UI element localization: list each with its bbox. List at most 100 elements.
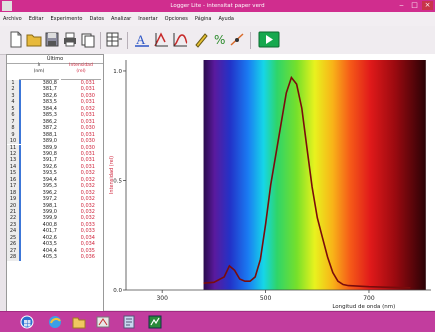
- explorer-icon[interactable]: [48, 315, 62, 329]
- wavelength-cell[interactable]: 400,8: [42, 221, 57, 228]
- intensity-cell[interactable]: 0,031: [80, 99, 95, 106]
- menu-page[interactable]: Página: [194, 16, 212, 22]
- wavelength-cell[interactable]: 387,2: [42, 125, 57, 132]
- intensity-cell[interactable]: 0,031: [80, 157, 95, 164]
- intensity-cell[interactable]: 0,031: [80, 150, 95, 157]
- wavelength-cell[interactable]: 389,0: [42, 138, 57, 145]
- wavelength-cell[interactable]: 404,4: [42, 247, 57, 254]
- intensity-cell[interactable]: 0,032: [80, 202, 95, 209]
- wavelength-cell[interactable]: 399,9: [42, 215, 57, 222]
- wavelength-cell[interactable]: 382,6: [42, 92, 57, 99]
- table-row[interactable]: 5 384,4 0,032: [7, 105, 103, 113]
- intensity-cell[interactable]: 0,030: [80, 144, 95, 151]
- wavelength-cell[interactable]: 385,3: [42, 112, 57, 119]
- start-orb-icon[interactable]: [20, 315, 34, 329]
- intensity-cell[interactable]: 0,032: [80, 105, 95, 112]
- wavelength-cell[interactable]: 393,5: [42, 170, 57, 177]
- collect-play-icon[interactable]: [258, 31, 280, 48]
- curve-fit-icon[interactable]: [172, 31, 188, 48]
- intensity-cell[interactable]: 0,032: [80, 176, 95, 183]
- wavelength-cell[interactable]: 392,6: [42, 163, 57, 170]
- table-row[interactable]: 9 388,1 0,031: [7, 131, 103, 139]
- intensity-cell[interactable]: 0,031: [80, 86, 95, 93]
- intensity-cell[interactable]: 0,032: [80, 183, 95, 190]
- intensity-cell[interactable]: 0,030: [80, 125, 95, 132]
- menu-insert[interactable]: Insertar: [138, 16, 158, 22]
- wavelength-cell[interactable]: 398,1: [42, 202, 57, 209]
- wavelength-cell[interactable]: 403,5: [42, 241, 57, 248]
- table-row[interactable]: 4 383,5 0,031: [7, 99, 103, 106]
- stats-icon[interactable]: %: [212, 31, 228, 48]
- intensity-cell[interactable]: 0,030: [80, 138, 95, 145]
- intensity-cell[interactable]: 0,036: [80, 254, 95, 261]
- table-row[interactable]: 17 395,3 0,032: [7, 183, 103, 190]
- intensity-cell[interactable]: 0,034: [80, 241, 95, 248]
- data-table[interactable]: Último λ (nm) Intensidad (rel) 1 380,8 0,0…: [6, 54, 104, 312]
- open-folder-icon[interactable]: [26, 31, 42, 48]
- paint-icon[interactable]: [96, 315, 110, 329]
- wavelength-cell[interactable]: 396,2: [42, 189, 57, 196]
- intensity-cell[interactable]: 0,031: [80, 112, 95, 119]
- table-row[interactable]: 2 381,7 0,031: [7, 86, 103, 93]
- wavelength-cell[interactable]: 388,1: [42, 131, 57, 138]
- table-row[interactable]: 10 389,0 0,030: [7, 138, 103, 145]
- table-row[interactable]: 12 390,8 0,031: [7, 150, 103, 158]
- close-button[interactable]: ×: [422, 1, 433, 10]
- document-icon[interactable]: [122, 315, 136, 329]
- intensity-cell[interactable]: 0,032: [80, 189, 95, 196]
- table-row[interactable]: 18 396,2 0,032: [7, 189, 103, 197]
- intensity-cell[interactable]: 0,030: [80, 92, 95, 99]
- table-row[interactable]: 7 386,2 0,031: [7, 118, 103, 126]
- table-row[interactable]: 13 391,7 0,031: [7, 157, 103, 164]
- menu-file[interactable]: Archivo: [3, 16, 22, 22]
- intensity-cell[interactable]: 0,032: [80, 170, 95, 177]
- table-view-icon[interactable]: [106, 31, 122, 48]
- menu-analyze[interactable]: Analizar: [111, 16, 132, 22]
- table-row[interactable]: 3 382,6 0,030: [7, 92, 103, 100]
- table-row[interactable]: 1 380,8 0,031: [7, 80, 103, 87]
- table-row[interactable]: 26 403,5 0,034: [7, 241, 103, 248]
- col-header-intensity[interactable]: Intensidad (rel): [61, 63, 101, 80]
- intensity-cell[interactable]: 0,032: [80, 196, 95, 203]
- intensity-cell[interactable]: 0,033: [80, 221, 95, 228]
- maximize-button[interactable]: □: [411, 1, 418, 9]
- wavelength-cell[interactable]: 397,2: [42, 196, 57, 203]
- table-row[interactable]: 19 397,2 0,032: [7, 196, 103, 203]
- table-row[interactable]: 22 399,9 0,032: [7, 215, 103, 222]
- intensity-cell[interactable]: 0,034: [80, 234, 95, 241]
- intensity-cell[interactable]: 0,035: [80, 247, 95, 254]
- intensity-cell[interactable]: 0,031: [80, 80, 95, 86]
- autoscale-icon[interactable]: [153, 31, 169, 48]
- logger-icon[interactable]: [148, 315, 162, 329]
- wavelength-cell[interactable]: 386,2: [42, 118, 57, 125]
- intensity-cell[interactable]: 0,031: [80, 131, 95, 138]
- intensity-cell[interactable]: 0,031: [80, 118, 95, 125]
- intensity-cell[interactable]: 0,032: [80, 215, 95, 222]
- wavelength-cell[interactable]: 391,7: [42, 157, 57, 164]
- table-row[interactable]: 11 389,9 0,030: [7, 144, 103, 151]
- wavelength-cell[interactable]: 380,8: [42, 80, 57, 86]
- wavelength-cell[interactable]: 401,7: [42, 228, 57, 235]
- draw-pen-icon[interactable]: [193, 31, 209, 48]
- table-row[interactable]: 23 400,8 0,033: [7, 221, 103, 229]
- menu-data[interactable]: Datos: [89, 16, 105, 22]
- graph-panel[interactable]: 0.0 0.5 1.0 300 500 700 Intensidad (rel) Lon…: [104, 54, 435, 310]
- wavelength-cell[interactable]: 381,7: [42, 86, 57, 93]
- menu-help[interactable]: Ayuda: [218, 16, 234, 22]
- wavelength-cell[interactable]: 390,8: [42, 150, 57, 157]
- wavelength-cell[interactable]: 394,4: [42, 176, 57, 183]
- wavelength-cell[interactable]: 399,0: [42, 209, 57, 215]
- print-icon[interactable]: [62, 31, 78, 48]
- minimize-button[interactable]: ‒: [399, 1, 404, 9]
- copy-icon[interactable]: [80, 31, 96, 48]
- table-row[interactable]: 6 385,3 0,031: [7, 112, 103, 119]
- wavelength-cell[interactable]: 384,4: [42, 105, 57, 112]
- wavelength-cell[interactable]: 389,9: [42, 144, 57, 151]
- table-row[interactable]: 27 404,4 0,035: [7, 247, 103, 255]
- table-row[interactable]: 21 399,0 0,032: [7, 209, 103, 216]
- col-header-wavelength[interactable]: λ (nm): [19, 63, 59, 80]
- table-row[interactable]: 14 392,6 0,031: [7, 163, 103, 171]
- intensity-cell[interactable]: 0,031: [80, 163, 95, 170]
- table-row[interactable]: 20 398,1 0,032: [7, 202, 103, 209]
- wavelength-cell[interactable]: 405,3: [42, 254, 57, 261]
